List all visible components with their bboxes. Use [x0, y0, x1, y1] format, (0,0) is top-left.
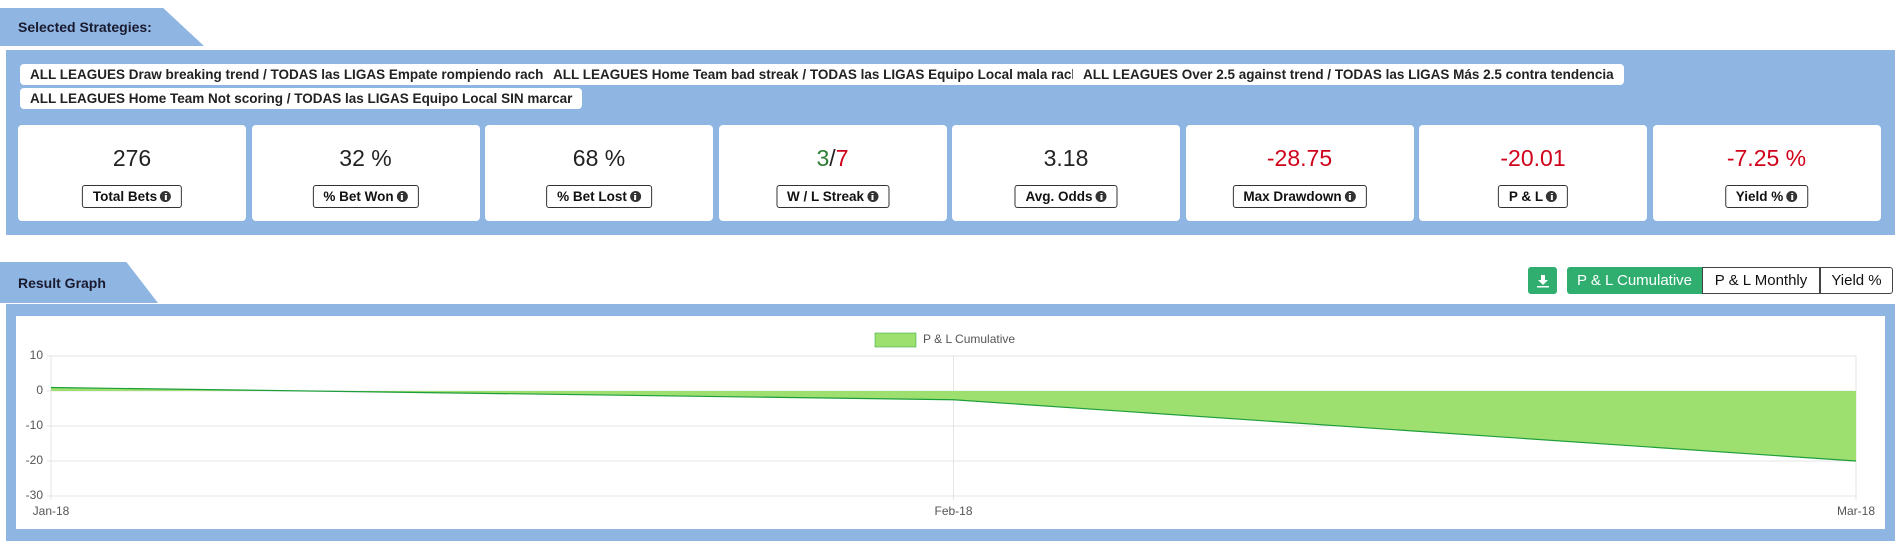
stat-card: 3.18 Avg. Odds [952, 125, 1180, 221]
graph-button[interactable]: Yield % [1820, 267, 1893, 294]
legend-label[interactable]: P & L Cumulative [923, 332, 1015, 346]
x-tick-label: Feb-18 [934, 504, 972, 518]
stat-label-text: W / L Streak [786, 189, 865, 204]
stat-label: Avg. Odds [1014, 185, 1118, 208]
strategy-tag: ALL LEAGUES Over 2.5 against trend / TOD… [1073, 64, 1624, 85]
stat-value-part: -7.25 % [1726, 145, 1807, 171]
stat-card: 3/7 W / L Streak [718, 125, 947, 221]
info-icon [396, 191, 408, 202]
section-title: Result Graph [18, 274, 106, 291]
stat-label: Max Drawdown [1232, 185, 1367, 208]
y-tick-label: 10 [30, 348, 44, 362]
area [51, 387, 1856, 462]
stat-value-part: -20.01 [1500, 145, 1566, 171]
stat-label-text: Avg. Odds [1025, 189, 1093, 204]
stat-label: Yield % [1724, 185, 1809, 208]
stat-value: 3.18 [952, 145, 1180, 172]
stat-value: 68 % [485, 145, 713, 172]
info-icon [1095, 191, 1107, 202]
stat-value: 276 [18, 145, 246, 172]
stat-value: 3/7 [719, 145, 947, 172]
graph-button[interactable]: P & L Cumulative [1567, 267, 1702, 294]
stat-value-part: 68 % [572, 145, 626, 171]
stat-value: -7.25 % [1653, 145, 1881, 172]
stat-card: 276 Total Bets [18, 125, 246, 221]
stat-value-part: / [829, 145, 836, 171]
strategy-tag: ALL LEAGUES Home Team bad streak / TODAS… [543, 64, 1098, 85]
section-tab: Result Graph [0, 262, 158, 303]
stat-value: -20.01 [1419, 145, 1647, 172]
y-tick-label: 0 [36, 383, 43, 397]
stat-label-text: P & L [1508, 189, 1544, 204]
info-icon [160, 191, 172, 202]
section-title: Selected Strategies: [18, 19, 152, 35]
stat-label-text: Max Drawdown [1243, 189, 1342, 204]
stat-label-text: Yield % [1735, 189, 1784, 204]
stat-card: 68 % % Bet Lost [485, 125, 713, 221]
stat-card: 32 % % Bet Won [251, 125, 480, 221]
y-tick-label: -10 [26, 418, 44, 432]
stat-value-part: 3.18 [1043, 145, 1089, 171]
stat-value-part: 32 % [339, 145, 392, 171]
info-icon [629, 191, 641, 202]
download-button[interactable] [1528, 267, 1557, 294]
stat-label-text: % Bet Won [323, 189, 394, 204]
stat-label: W / L Streak [775, 185, 890, 208]
stat-card: -7.25 % Yield % [1652, 125, 1881, 221]
stat-label: % Bet Lost [546, 185, 652, 208]
info-icon [1786, 191, 1798, 202]
legend-swatch[interactable] [874, 332, 917, 348]
graph-button[interactable]: P & L Monthly [1702, 267, 1820, 294]
stat-label-text: % Bet Lost [557, 189, 627, 204]
stat-value-part: 7 [835, 145, 849, 171]
download-icon [1536, 274, 1549, 287]
strategy-tag: ALL LEAGUES Home Team Not scoring / TODA… [20, 88, 583, 109]
stat-value-part: -28.75 [1266, 145, 1333, 171]
stat-label: Total Bets [81, 185, 183, 208]
stat-card: -20.01 P & L [1419, 125, 1647, 221]
stat-label: % Bet Won [312, 185, 419, 208]
stat-card: -28.75 Max Drawdown [1185, 125, 1414, 221]
stat-label-text: Total Bets [92, 189, 158, 204]
info-icon [1344, 191, 1356, 202]
stat-value: -28.75 [1186, 145, 1414, 172]
stat-value: 32 % [252, 145, 480, 172]
x-tick-label: Jan-18 [33, 504, 70, 518]
x-tick-label: Mar-18 [1837, 504, 1875, 518]
strategy-tag: ALL LEAGUES Draw breaking trend / TODAS … [20, 64, 561, 85]
stat-value-part: 276 [112, 145, 152, 171]
line [50, 386, 1857, 462]
stat-value-part: 3 [816, 145, 830, 171]
info-icon [1546, 191, 1558, 202]
info-icon [867, 191, 879, 202]
stat-label: P & L [1497, 185, 1569, 208]
y-tick-label: -30 [26, 488, 44, 502]
y-tick-label: -20 [26, 453, 44, 467]
